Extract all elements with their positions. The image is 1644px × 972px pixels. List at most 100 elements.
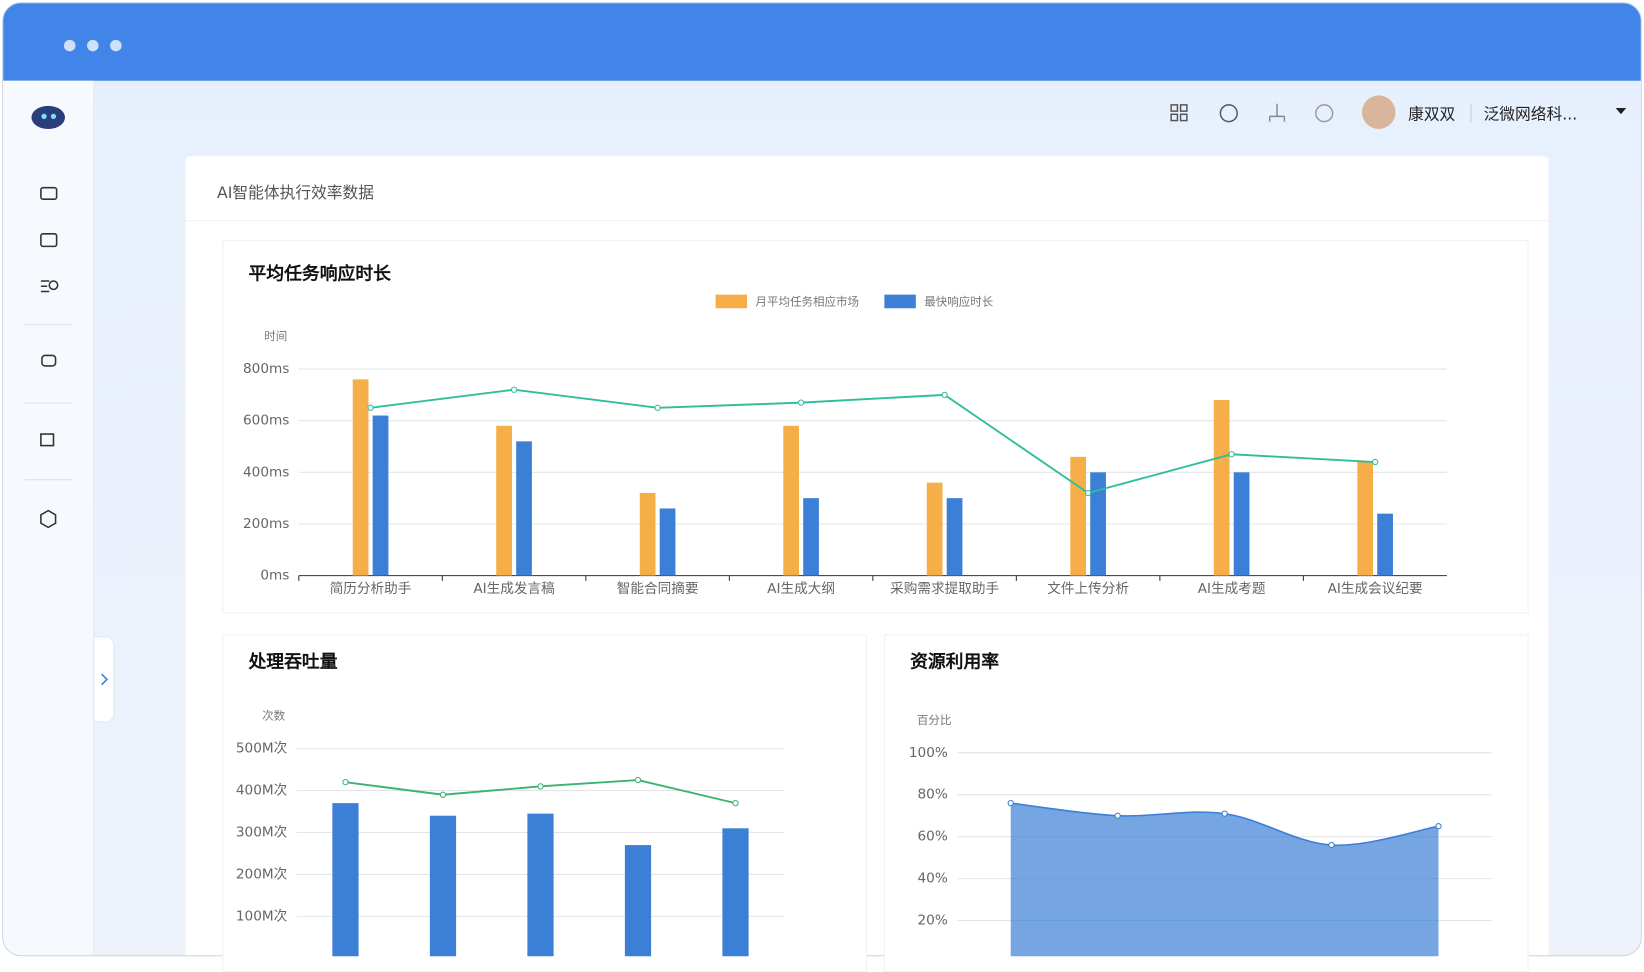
line-point: [634, 776, 642, 784]
nav-icon[interactable]: [41, 354, 57, 367]
bar: [659, 508, 676, 576]
logo[interactable]: [31, 105, 66, 129]
sidebar-icons: [31, 105, 66, 529]
bar: [332, 803, 359, 957]
bar: [946, 498, 963, 576]
chart-title: 平均任务响应时长: [248, 263, 391, 285]
y-tick-label: 20%: [918, 913, 948, 929]
bar: [527, 813, 554, 957]
line-point: [1371, 458, 1379, 466]
settings-icon[interactable]: [1219, 104, 1238, 123]
bar: [624, 845, 652, 957]
sidebar: [3, 80, 115, 956]
chart-title: 资源利用率: [910, 651, 999, 673]
y-tick-label: 100%: [909, 745, 948, 761]
line-point: [797, 399, 805, 406]
area-point: [1007, 799, 1014, 807]
org-name[interactable]: 泛微网络科...: [1483, 104, 1578, 124]
nav-icon: [48, 280, 59, 291]
y-tick-label: 80%: [918, 787, 948, 803]
line-point: [367, 404, 374, 411]
logo-eye: [50, 113, 57, 120]
area: [1010, 803, 1439, 957]
legend-swatch: [884, 294, 916, 309]
line-point: [654, 404, 661, 411]
title-bar: [3, 3, 1641, 81]
apps-icon: [1179, 104, 1188, 112]
nav-icon[interactable]: [40, 233, 58, 248]
bar: [516, 441, 532, 576]
chevron: [101, 673, 109, 686]
x-tick-label: 文件上传分析: [1047, 581, 1129, 597]
y-tick-label: 300M次: [236, 824, 288, 840]
area-point: [1221, 810, 1228, 817]
nav-icon[interactable]: [40, 509, 57, 529]
line-point: [537, 783, 544, 790]
collapse-toggle[interactable]: [93, 636, 115, 723]
x-tick-label: 智能合同摘要: [617, 580, 699, 597]
panel-title: AI智能体执行效率数据: [217, 183, 374, 203]
bar: [926, 482, 943, 576]
top-bar: 康双双 泛微网络科...: [93, 81, 1641, 144]
bar: [1233, 472, 1250, 576]
bar: [1070, 456, 1087, 576]
y-axis-label: 百分比: [917, 713, 952, 727]
line-point: [732, 799, 739, 807]
x-tick-label: AI生成会议纪要: [1328, 581, 1423, 597]
logo-eye: [41, 113, 47, 120]
bar: [1357, 462, 1374, 576]
bar: [783, 425, 799, 576]
x-tick-label: 采购需求提取助手: [890, 581, 999, 597]
legend-label: 最快响应时长: [924, 294, 994, 308]
apps-icon: [1170, 113, 1179, 122]
y-tick-label: 40%: [918, 871, 948, 887]
line: [370, 388, 1376, 495]
x-tick-label: 简历分析助手: [330, 580, 412, 597]
separator: [24, 402, 73, 404]
y-tick-label: 800ms: [243, 361, 289, 377]
separator: [24, 323, 73, 326]
dropdown-arrow[interactable]: [1615, 107, 1627, 115]
y-tick-label: 400ms: [243, 464, 289, 480]
y-tick-label: 500M次: [236, 741, 288, 757]
window-dot: [63, 39, 76, 52]
line-point: [439, 791, 447, 798]
org-icon[interactable]: [1268, 103, 1286, 122]
area-point: [1114, 812, 1121, 819]
user-name[interactable]: 康双双: [1408, 104, 1456, 124]
y-tick-label: 200M次: [236, 866, 288, 882]
y-axis-label: 时间: [264, 329, 287, 343]
nav-icon[interactable]: [40, 280, 50, 293]
area-point: [1328, 841, 1335, 849]
y-tick-label: 600ms: [243, 413, 289, 429]
window-dot: [87, 39, 99, 52]
x-tick-label: AI生成大纲: [767, 581, 835, 597]
nav-icon[interactable]: [40, 433, 55, 447]
help-icon[interactable]: [1315, 104, 1334, 123]
avatar[interactable]: [1361, 95, 1396, 129]
line-point: [342, 779, 349, 786]
y-axis-label: 次数: [262, 709, 286, 723]
separator: [24, 479, 73, 481]
bar: [372, 415, 389, 576]
y-tick-label: 100M次: [236, 908, 288, 924]
bar: [722, 828, 749, 957]
apps-icon: [1179, 113, 1188, 122]
y-tick-label: 0ms: [260, 568, 289, 584]
bar: [1090, 472, 1106, 576]
panel-header: AI智能体执行效率数据: [185, 156, 1549, 222]
nav-icon[interactable]: [40, 186, 58, 200]
x-tick-label: AI生成发言稿: [473, 581, 554, 597]
legend-swatch: [715, 294, 748, 309]
window-dot: [110, 39, 122, 52]
bar: [1213, 400, 1230, 576]
y-tick-label: 200ms: [243, 516, 289, 532]
y-tick-label: 400M次: [236, 783, 288, 799]
legend-label: 月平均任务相应市场: [755, 294, 859, 308]
bar: [803, 498, 819, 576]
line-point: [1228, 451, 1235, 458]
apps-icon[interactable]: [1170, 104, 1179, 112]
